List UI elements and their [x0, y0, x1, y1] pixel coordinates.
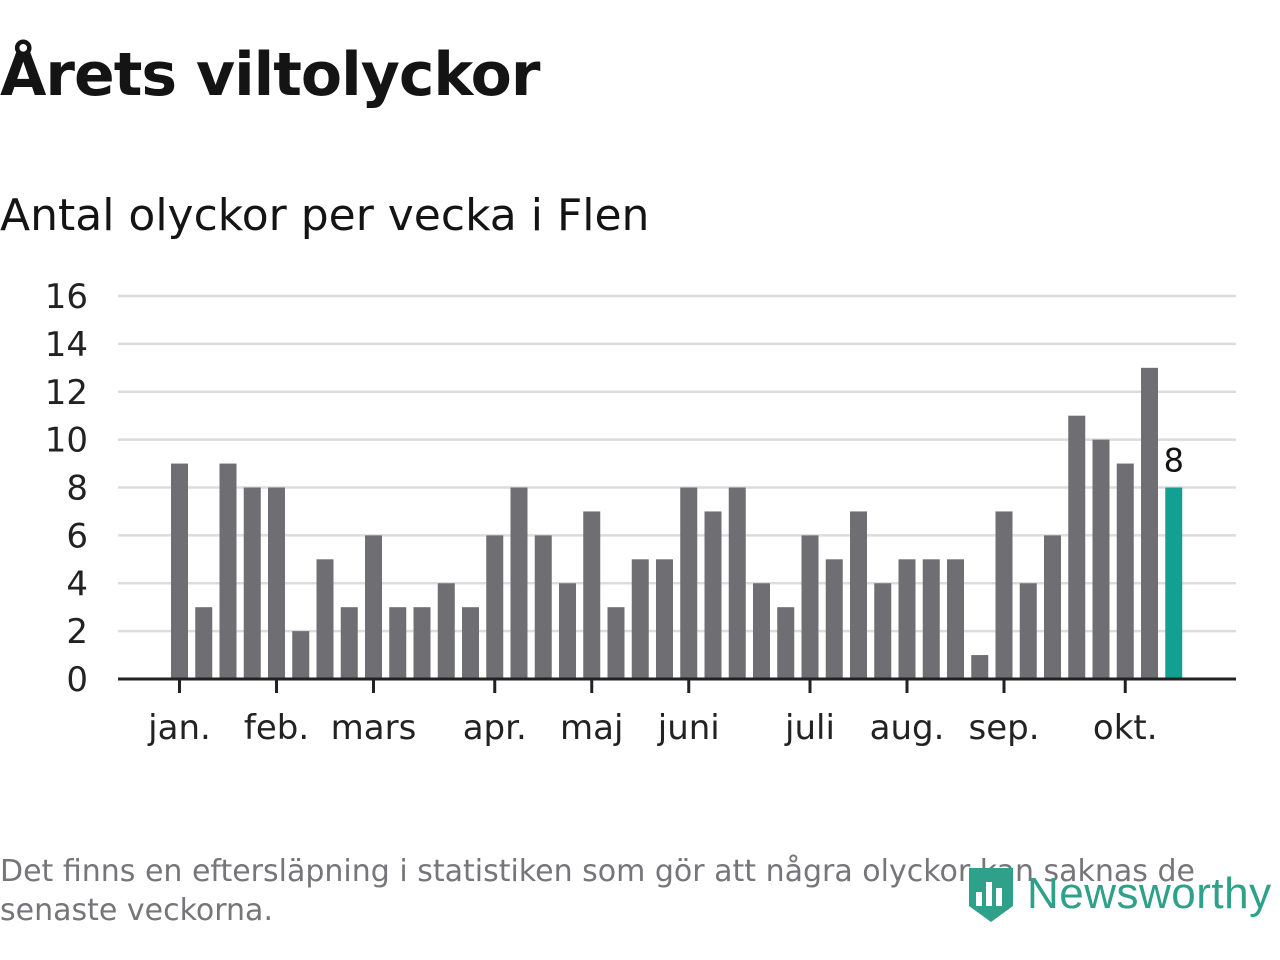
x-tick-label: maj: [560, 708, 623, 748]
bar: [874, 583, 892, 679]
bar: [510, 487, 528, 679]
bar: [559, 583, 576, 679]
bar: [995, 511, 1013, 679]
bar: [1092, 439, 1110, 679]
y-tick-label: 14: [45, 325, 88, 365]
y-axis-ticks: 0 2 4 6 8 10 12 14 16: [45, 277, 88, 700]
y-tick-label: 8: [66, 469, 88, 509]
bar: [728, 487, 746, 679]
x-tick-label: mars: [331, 708, 417, 748]
bar: [292, 631, 310, 679]
y-tick-label: 16: [45, 277, 88, 317]
bar: [219, 463, 237, 679]
bar: [171, 463, 188, 679]
bar: [462, 607, 479, 679]
x-tick-label: aug.: [870, 708, 945, 748]
gridlines: [118, 294, 1236, 633]
bar: [947, 559, 964, 679]
bar: [1116, 463, 1134, 679]
data-label-last-week: 8: [1164, 442, 1184, 480]
brand-name: Newsworthy: [1027, 869, 1272, 918]
bar: [1068, 415, 1086, 679]
x-tick-label: juni: [657, 708, 720, 748]
x-tick-label: juli: [784, 708, 835, 748]
bar: [316, 559, 334, 679]
y-tick-label: 0: [66, 660, 88, 700]
bar: [753, 583, 770, 679]
x-tick-label: jan.: [147, 708, 211, 748]
y-tick-label: 12: [45, 373, 88, 413]
x-tick-label: feb.: [244, 708, 309, 748]
bar: [1019, 583, 1037, 679]
x-axis-ticks: jan. feb. mars apr. maj juni juli aug. sep. okt.: [147, 679, 1158, 748]
x-tick-label: apr.: [463, 708, 527, 748]
bar: [850, 511, 867, 679]
brand-logo: Newsworthy: [965, 862, 1272, 926]
bar-highlight: [1165, 487, 1183, 679]
bar: [922, 559, 940, 679]
bar: [583, 511, 601, 679]
bar: [704, 511, 722, 679]
x-tick-label: okt.: [1093, 708, 1158, 748]
y-tick-label: 4: [66, 564, 88, 604]
data-labels: 8: [1164, 442, 1184, 480]
bar: [1141, 367, 1158, 679]
y-tick-label: 2: [66, 612, 88, 652]
bars: [171, 367, 1183, 679]
bar: [268, 487, 285, 679]
bar: [898, 559, 916, 679]
bar-chart: 0 2 4 6 8 10 12 14 16 jan. feb. mars apr. maj juni jul…: [45, 277, 1236, 748]
x-tick-label: sep.: [968, 708, 1039, 748]
newsworthy-logo-icon: [969, 868, 1013, 922]
bar: [777, 607, 795, 679]
bar: [534, 535, 552, 679]
bar: [1044, 535, 1061, 679]
bar: [801, 535, 819, 679]
bar: [195, 607, 213, 679]
y-tick-label: 6: [66, 516, 88, 556]
bar: [680, 487, 698, 679]
bar: [825, 559, 843, 679]
bar: [437, 583, 455, 679]
bar: [631, 559, 649, 679]
bar: [243, 487, 261, 679]
bar: [413, 607, 431, 679]
bar: [389, 607, 407, 679]
bar: [971, 655, 989, 679]
bar: [340, 607, 358, 679]
bar: [486, 535, 504, 679]
y-tick-label: 10: [45, 421, 88, 461]
chart-title: Årets viltolyckor: [0, 40, 540, 110]
bar: [656, 559, 673, 679]
bar: [607, 607, 625, 679]
bar: [365, 535, 382, 679]
chart-subtitle: Antal olyckor per vecka i Flen: [0, 190, 650, 241]
